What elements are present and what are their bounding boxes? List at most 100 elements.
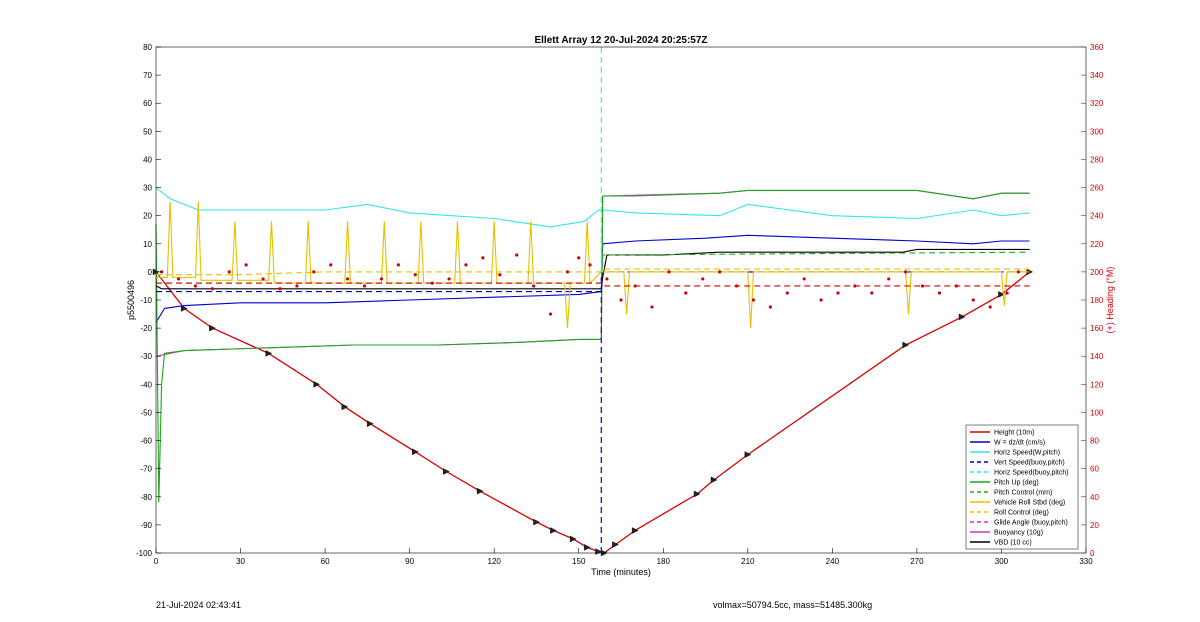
legend-entry: Buoyancy (10g) [994,530,1043,537]
heading-point [988,305,992,309]
heading-point [498,273,502,277]
y2-tick-label: 60 [1090,465,1099,474]
y-tick-label: 60 [143,99,152,108]
vbd-10-cc-series [155,248,1030,290]
height-marker [958,313,966,321]
y2-tick-label: 120 [1090,380,1104,389]
heading-point [971,298,975,302]
height-marker [569,535,577,543]
y2-tick-label: 20 [1090,521,1099,530]
heading-point [464,263,468,267]
height-marker [744,451,752,458]
height-marker [412,448,419,456]
y2-axis: 0 20 40 60 80 100 120 140 160 180 200 220 240 260 280 3… [1081,43,1104,558]
y-tick-label: -100 [136,549,153,558]
legend-entry: Pitch Control (mm) [994,490,1052,497]
heading-point [904,270,908,274]
legend-entry: Horiz Speed(W,pitch) [994,450,1060,457]
legend-entry: Vehicle Roll Stbd (deg) [994,500,1065,507]
heading-point [447,277,451,281]
heading-point [605,277,609,281]
y2-tick-label: 140 [1090,352,1104,361]
y-tick-label: -40 [140,380,152,389]
height-marker [313,381,321,388]
x-tick-label: 120 [488,557,502,566]
heading-point [650,305,654,309]
heading-point [751,298,756,302]
y-tick-label: 0 [148,268,153,277]
height-marker [180,305,188,312]
y-tick-label: -20 [140,324,152,333]
legend-entry: Vert Speed(buoy,pitch) [994,460,1065,467]
heading-point [329,263,333,267]
pitch-control-mm-series [156,251,1030,284]
height-marker [595,548,602,555]
y-tick-label: -90 [140,521,152,530]
y2-tick-label: 240 [1090,212,1104,221]
y2-tick-label: 200 [1090,268,1104,277]
footer-vehicle-info: volmax=50794.5cc, mass=51485.300kg [713,600,873,610]
height-marker [693,490,701,498]
y2-tick-label: 40 [1090,493,1099,502]
y-tick-label: 10 [143,240,152,249]
height-marker [631,527,639,534]
heading-point [870,291,874,295]
y2-tick-label: 280 [1090,155,1104,164]
y2-tick-label: 320 [1090,99,1104,108]
height-10m-series [155,271,1031,554]
heading-point [261,277,265,281]
heading-point [565,270,570,274]
horiz-speed-w-pitch-series [155,187,1030,228]
height-marker [998,291,1005,298]
x-tick-label: 210 [741,557,755,566]
y-tick-label: 40 [143,155,152,164]
heading-point [577,256,581,260]
heading-point [515,253,519,257]
x-axis-label: Time (minutes) [591,567,651,577]
heading-point [346,277,350,281]
heading-point [160,270,164,274]
heading-point [430,281,434,285]
y-tick-label: -30 [140,352,152,361]
pitch-up-deg-series [155,189,1030,503]
height-marker [533,518,540,526]
y-tick-label: 70 [143,71,152,80]
y-tick-label: -50 [140,408,152,417]
y2-tick-label: 360 [1090,43,1104,52]
y2-tick-label: 300 [1090,127,1104,136]
vert-speed-buoy-pitch-series [156,271,1030,293]
height-marker [902,341,910,349]
footer-timestamp: 21-Jul-2024 02:43:41 [156,600,242,610]
heading-point [1005,291,1009,295]
height-marker [265,350,273,357]
heading-point [295,284,299,288]
heading-point [667,270,671,274]
x-tick-label: 150 [572,557,586,566]
y2-axis-label: (+) Heading (°M) [1105,267,1115,334]
height-marker [341,403,349,411]
heading-point [413,273,417,277]
heading-point [588,263,592,267]
y-tick-label: 20 [143,212,152,221]
height-marker [550,527,557,534]
heading-point [619,298,623,302]
heading-point [548,312,553,316]
y2-tick-label: 340 [1090,71,1104,80]
heading-point [768,305,772,309]
heading-point [819,298,823,302]
height-marker [612,541,619,548]
height-marker [710,476,718,484]
heading-point [193,284,198,288]
x-tick-label: 90 [405,557,414,566]
height-marker [443,468,450,475]
vehicle-roll-stbd-deg-series [156,201,1030,329]
heading-point [210,287,214,291]
legend-entry: Height (10m) [994,430,1034,437]
legend-box [965,424,1079,550]
y-tick-label: -80 [140,493,152,502]
heading-point [379,277,384,281]
y-tick-label: 80 [143,43,152,52]
y2-tick-label: 260 [1090,184,1104,193]
heading-point [312,270,316,274]
